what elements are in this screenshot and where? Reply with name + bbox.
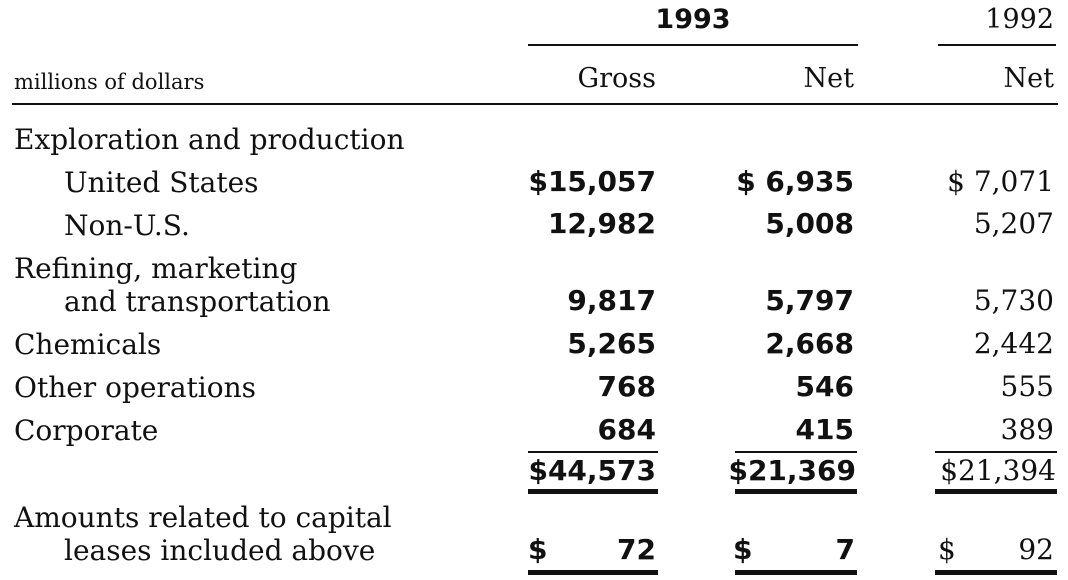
cell-us-prior: $ 7,071 <box>947 165 1054 198</box>
year-1993-heading: 1993 <box>655 4 731 35</box>
rule-1992 <box>938 44 1056 46</box>
cell-corporate-prior: 389 <box>1000 413 1054 446</box>
cell-other-prior: 555 <box>1000 370 1054 403</box>
capital-leases-gross: $ 72 <box>528 534 656 566</box>
row-label-united-states: United States <box>64 166 259 199</box>
rule-1993 <box>528 44 858 46</box>
year-1992-heading: 1992 <box>985 4 1054 35</box>
cell-other-net: 546 <box>795 370 854 403</box>
cell-corporate-net: 415 <box>795 413 854 446</box>
col-header-gross: Gross <box>577 63 656 94</box>
cell-chemicals-net: 2,668 <box>765 327 854 360</box>
total-rule-net <box>735 489 857 494</box>
capital-leases-label-line1: Amounts related to capital <box>14 501 392 534</box>
cell-us-gross: $15,057 <box>528 165 656 198</box>
row-label-other-operations: Other operations <box>14 371 256 404</box>
cell-refining-prior: 5,730 <box>973 284 1054 317</box>
cell-nonus-gross: 12,982 <box>547 207 656 240</box>
cell-chemicals-prior: 2,442 <box>973 327 1054 360</box>
capital-leases-net: $ 7 <box>733 534 855 566</box>
units-label: millions of dollars <box>14 70 205 94</box>
cell-chemicals-gross: 5,265 <box>567 327 656 360</box>
capital-leases-gross-symbol: $ <box>528 533 548 566</box>
total-rule-gross <box>528 489 658 494</box>
cell-nonus-net: 5,008 <box>765 207 854 240</box>
total-gross: $44,573 <box>528 454 656 487</box>
col-header-net-1992: Net <box>1003 63 1054 94</box>
cell-us-net: $ 6,935 <box>736 165 854 198</box>
cell-nonus-prior: 5,207 <box>973 207 1054 240</box>
total-prior: $21,394 <box>940 454 1056 487</box>
subtotal-rule-net <box>735 451 857 453</box>
capital-leases-label-line2: leases included above <box>64 534 376 567</box>
row-label-exploration: Exploration and production <box>14 123 405 156</box>
row-label-transportation: and transportation <box>64 285 331 318</box>
total-rule-prior <box>935 489 1057 494</box>
capital-leases-prior: $ 92 <box>938 534 1054 566</box>
cell-refining-gross: 9,817 <box>567 284 656 317</box>
capital-leases-net-symbol: $ <box>733 533 753 566</box>
cell-corporate-gross: 684 <box>597 413 656 446</box>
total-net: $21,369 <box>728 454 856 487</box>
header-rule <box>12 103 1058 105</box>
row-label-chemicals: Chemicals <box>14 328 162 361</box>
capital-leases-net-value: 7 <box>835 533 855 566</box>
lease-rule-gross <box>528 570 658 575</box>
row-label-non-us: Non-U.S. <box>64 209 190 242</box>
capital-leases-gross-value: 72 <box>617 533 656 566</box>
capital-leases-prior-value: 92 <box>1018 533 1054 566</box>
cell-other-gross: 768 <box>597 370 656 403</box>
lease-rule-prior <box>935 570 1057 575</box>
capital-leases-prior-symbol: $ <box>938 533 956 566</box>
col-header-net-1993: Net <box>803 63 854 94</box>
lease-rule-net <box>735 570 857 575</box>
subtotal-rule-prior <box>935 451 1057 453</box>
cell-refining-net: 5,797 <box>765 284 854 317</box>
subtotal-rule-gross <box>528 451 658 453</box>
row-label-corporate: Corporate <box>14 414 159 447</box>
row-label-refining: Refining, marketing <box>14 252 298 285</box>
